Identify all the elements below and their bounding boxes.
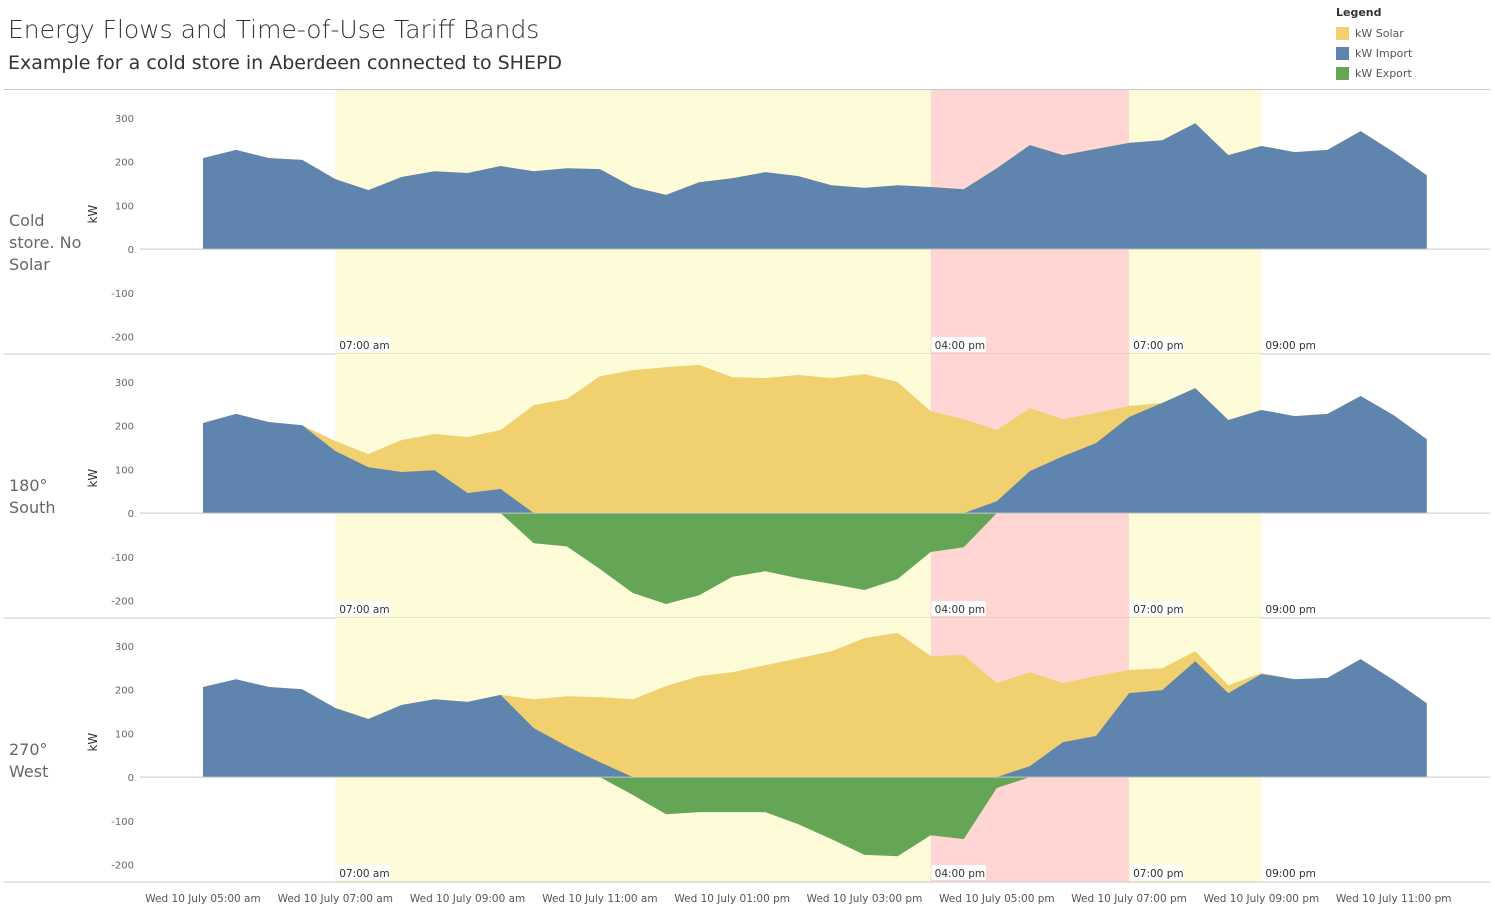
band-label-bg [931,601,986,616]
y-tick-label: -200 [111,597,134,608]
y-tick-label: -100 [111,289,134,300]
y-axis-label: kW [86,733,100,752]
y-tick-label: 0 [128,509,134,520]
x-tick-label: Wed 10 July 09:00 pm [1204,893,1320,905]
band-start-label: 07:00 pm [1133,868,1184,880]
y-tick-label: 0 [128,773,134,784]
band-label-bg [1130,865,1185,880]
band-label-bg [1262,601,1317,616]
band-label-bg [1262,865,1317,880]
export-area [203,513,1427,605]
y-tick-label: 100 [115,465,134,476]
y-tick-label: 300 [115,378,134,389]
y-tick-label: -100 [111,553,134,564]
x-tick-label: Wed 10 July 09:00 am [410,893,525,905]
band-start-label: 04:00 pm [935,868,986,880]
export-area [203,777,1427,857]
y-tick-label: 300 [115,642,134,653]
x-tick-label: Wed 10 July 11:00 am [542,893,657,905]
y-tick-label: 100 [115,201,134,212]
x-tick-label: Wed 10 July 07:00 am [278,893,393,905]
y-axis-label: kW [86,469,100,488]
legend-swatch [1336,66,1349,80]
band-start-label: 07:00 am [339,340,389,352]
band-label-bg [1130,601,1185,616]
x-tick-label: Wed 10 July 07:00 pm [1071,893,1187,905]
y-tick-label: -100 [111,817,134,828]
y-axis-label: kW [86,205,100,224]
band-start-label: 09:00 pm [1265,604,1316,616]
band-start-label: 07:00 pm [1133,340,1184,352]
band-start-label: 09:00 pm [1265,868,1316,880]
page-subtitle: Example for a cold store in Aberdeen con… [8,52,563,74]
band-start-label: 07:00 am [339,868,389,880]
row-label-no-solar: Cold store. No Solar [9,211,82,274]
legend: Legend kW Solar kW Import kW Export [1336,6,1412,83]
x-tick-label: Wed 10 July 11:00 pm [1336,893,1452,905]
band-start-label: 09:00 pm [1265,340,1316,352]
band-start-label: 04:00 pm [935,604,986,616]
x-tick-label: Wed 10 July 05:00 pm [939,893,1055,905]
row-label-south: 180° South [9,476,56,517]
band-label-bg [336,337,391,352]
x-tick-label: Wed 10 July 05:00 am [145,893,260,905]
legend-label: kW Import [1355,46,1413,60]
import-area [203,388,1427,514]
page-title: Energy Flows and Time-of-Use Tariff Band… [8,15,540,44]
legend-item-solar[interactable]: kW Solar [1336,23,1412,43]
x-tick-label: Wed 10 July 01:00 pm [674,893,790,905]
band-label-bg [336,601,391,616]
legend-item-import[interactable]: kW Import [1336,43,1412,63]
band-label-bg [931,337,986,352]
y-tick-label: 100 [115,729,134,740]
band-start-label: 07:00 am [339,604,389,616]
y-tick-label: -200 [111,333,134,344]
band-start-label: 04:00 pm [935,340,986,352]
y-tick-label: 200 [115,686,134,697]
y-tick-label: 200 [115,422,134,433]
band-start-label: 07:00 pm [1133,604,1184,616]
legend-label: kW Solar [1355,26,1404,40]
legend-title: Legend [1336,6,1382,19]
band-label-bg [336,865,391,880]
y-tick-label: 0 [128,245,134,256]
legend-swatch [1336,26,1349,40]
band-label-bg [1262,337,1317,352]
band-label-bg [1130,337,1185,352]
y-tick-label: 300 [115,114,134,125]
legend-swatch [1336,46,1349,60]
import-area [203,123,1427,250]
row-label-west: 270° West [9,740,49,781]
y-tick-label: 200 [115,158,134,169]
y-tick-label: -200 [111,861,134,872]
import-area [203,659,1427,778]
legend-item-export[interactable]: kW Export [1336,63,1412,83]
x-tick-label: Wed 10 July 03:00 pm [807,893,923,905]
legend-label: kW Export [1355,66,1412,80]
band-label-bg [931,865,986,880]
